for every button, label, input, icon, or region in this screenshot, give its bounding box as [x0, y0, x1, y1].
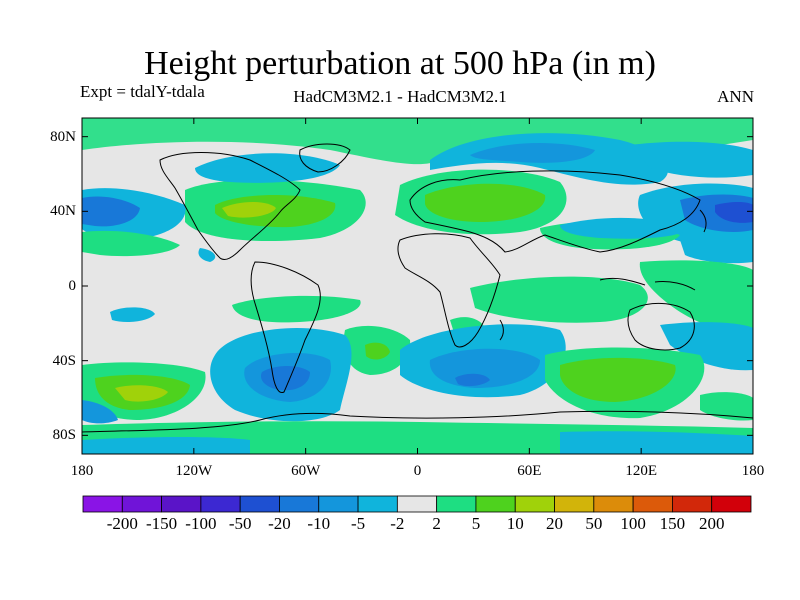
colorbar-swatch: [82, 495, 123, 513]
contour-positive-natlantic-core: [222, 202, 276, 218]
contour-negative-far-left-south: [82, 400, 118, 424]
colorbar-label: -50: [228, 514, 252, 533]
colorbar-swatch: [554, 495, 595, 513]
lon-tick-label: 120W: [175, 463, 213, 479]
contour-fields: [82, 118, 753, 454]
contour-positive-sepacific: [232, 295, 361, 323]
contour-negative-npacific-west-inner: [82, 196, 140, 227]
coast-south-america: [250, 261, 321, 394]
contour-negative-southamerica-coast: [198, 248, 216, 262]
lon-tick-label: 180: [741, 463, 765, 479]
colorbar-label: 20: [546, 514, 564, 533]
colorbar-swatch: [357, 495, 398, 513]
colorbar-label: 2: [432, 514, 441, 533]
colorbar-label: -20: [268, 514, 291, 533]
contour-negative-canada: [195, 153, 340, 183]
colorbar-swatch: [475, 495, 516, 513]
colorbar-label: 200: [698, 514, 725, 533]
lon-tick-label: 180: [70, 463, 94, 479]
colorbar-swatch: [514, 495, 555, 513]
lon-tick-label: 60W: [291, 463, 321, 479]
coastlines: [82, 143, 753, 433]
lat-tick-label: 80S: [52, 427, 76, 444]
colorbar-label: -5: [350, 514, 366, 533]
colorbar-swatch: [711, 495, 752, 513]
colorbar-label: 5: [471, 514, 481, 533]
contour-negative-eqpacific: [110, 307, 155, 322]
colorbar-swatch: [672, 495, 713, 513]
lat-tick-label: 80N: [50, 128, 76, 145]
colorbar-label: -10: [307, 514, 331, 533]
colorbar-label: 50: [585, 514, 603, 533]
contour-negative-antarctic-east: [560, 431, 753, 454]
colorbar-label: -200: [106, 514, 138, 533]
lon-tick-label: 60E: [517, 463, 542, 479]
colorbar-label: -100: [185, 514, 217, 533]
contour-positive-sw-pacific-core: [115, 385, 168, 402]
contour-positive-indian: [470, 276, 648, 323]
page-title: Height perturbation at 500 hPa (in m): [144, 45, 656, 82]
contour-positive-s-indian-inner: [560, 357, 676, 402]
coast-greenland: [299, 143, 351, 173]
colorbar-swatch: [632, 495, 673, 513]
contour-positive-eurasia-inner: [425, 183, 546, 222]
colorbar-swatch: [121, 495, 162, 513]
coast-indonesia: [599, 277, 696, 291]
colorbar-swatch: [200, 495, 241, 513]
coast-north-america: [159, 152, 301, 261]
lon-tick-label: 0: [413, 463, 422, 479]
colorbar-label: 10: [506, 514, 524, 533]
colorbar-swatch: [161, 495, 202, 513]
lat-tick-label: 40N: [50, 203, 76, 220]
contour-negative-siberia-inner: [470, 143, 595, 163]
experiment-label: Expt = tdalY-tdala: [80, 82, 205, 101]
contour-negative-southern-indian-core: [455, 373, 490, 387]
colorbar-swatch: [239, 495, 280, 513]
colorbar-swatch: [396, 495, 438, 513]
contour-positive-satlantic-core: [365, 342, 390, 360]
colorbar-label: 150: [659, 514, 686, 533]
contour-positive-australia: [639, 260, 753, 331]
colorbar-swatch: [436, 495, 477, 513]
lon-tick-label: 120E: [625, 463, 657, 479]
contour-negative-s-pacific-east: [660, 322, 753, 371]
contour-negative-asia-sub: [560, 217, 690, 239]
lat-tick-label: 0: [68, 278, 77, 294]
coast-africa: [397, 233, 501, 348]
colorbar-label: -2: [390, 514, 405, 533]
contour-negative-npacific-east-core: [715, 201, 753, 223]
contour-negative-antarctic-west: [82, 437, 250, 454]
contour-negative-southern-pacific-core: [260, 366, 310, 391]
contour-negative-arctic-east: [630, 141, 753, 178]
contour-positive-subtrop-west: [82, 230, 180, 257]
contour-positive-s-east: [700, 392, 753, 421]
colorbar-label: 100: [620, 514, 646, 533]
colorbar-swatch: [593, 495, 634, 513]
coast-madagascar: [499, 319, 504, 341]
colorbar-swatch: [318, 495, 359, 513]
coast-japan: [699, 209, 707, 233]
lat-tick-label: 40S: [52, 352, 76, 369]
coast-australia: [627, 302, 695, 351]
contour-negative-pacific-sub: [680, 237, 753, 264]
season-label: ANN: [717, 87, 754, 106]
coast-antarctica: [82, 410, 753, 433]
colorbar: [82, 495, 752, 513]
colorbar-swatch: [279, 495, 320, 513]
map-ticks: [81, 118, 754, 454]
coast-europe-asia: [409, 170, 701, 253]
colorbar-label: -150: [145, 514, 178, 533]
model-label: HadCM3M2.1 - HadCM3M2.1: [293, 87, 507, 106]
